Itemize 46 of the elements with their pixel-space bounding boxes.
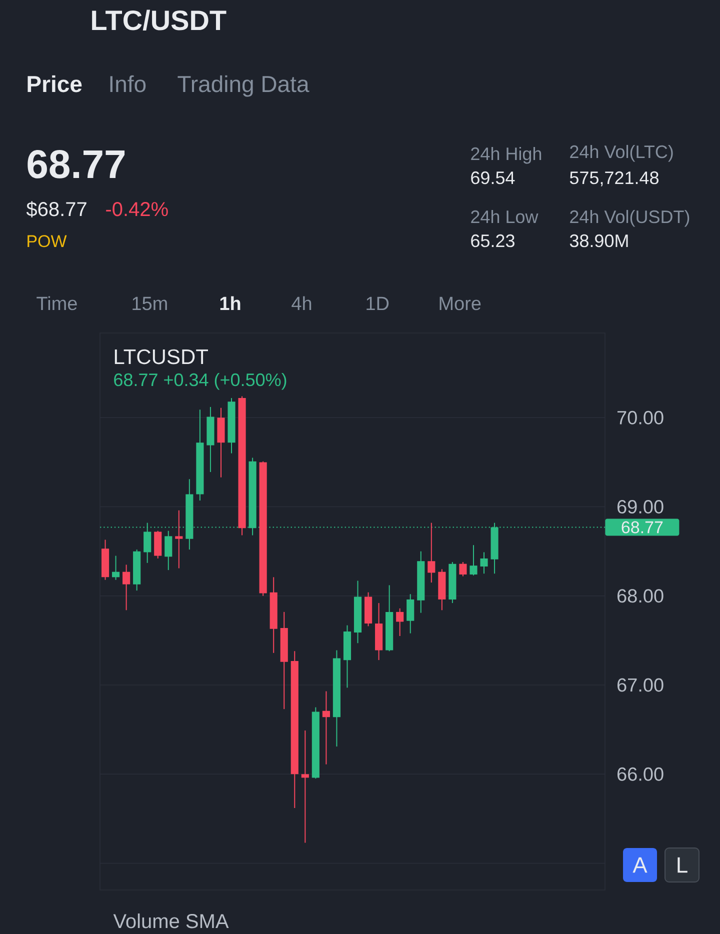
text: LTCUSDT	[114, 349, 208, 364]
text: L	[678, 857, 688, 873]
text: Time	[36, 296, 77, 310]
text: A	[632, 857, 648, 873]
y-tick-label: 68.00	[617, 589, 664, 603]
y-tick-label: 67.00	[617, 678, 664, 692]
text: 4h	[292, 296, 312, 310]
text: -0.42%	[106, 202, 168, 216]
text: 69.54	[471, 171, 515, 184]
candlestick	[470, 544, 478, 576]
text: 24h Vol(LTC)	[570, 144, 673, 162]
text: 68.77 +0.34 (+0.50%)	[114, 372, 286, 390]
text: Volume SMA	[113, 914, 229, 928]
text: POW	[28, 235, 67, 248]
candlestick	[322, 690, 330, 765]
candlestick	[122, 564, 130, 611]
candlestick	[175, 510, 183, 569]
text: 38.90M	[570, 234, 628, 248]
text: 575,721.48	[570, 171, 659, 186]
candlestick	[428, 522, 436, 584]
candlestick	[459, 562, 467, 577]
candlestick	[301, 730, 309, 844]
text: Price	[28, 75, 82, 92]
text: Trading Data	[178, 75, 310, 97]
candlestick	[396, 608, 404, 637]
text: Info	[110, 75, 146, 92]
y-tick-label: 70.00	[617, 410, 664, 424]
text: More	[440, 296, 481, 310]
text: $68.77	[26, 201, 86, 218]
text: 24h Vol(USDT)	[570, 210, 690, 227]
text: 24h High	[471, 146, 542, 164]
text: LTC/USDT	[92, 10, 226, 31]
candlestick	[112, 555, 120, 580]
text: 1h	[220, 296, 240, 310]
candlestick	[406, 594, 414, 634]
text: 68.77	[28, 150, 125, 178]
candlestick	[480, 552, 488, 574]
candlestick	[164, 530, 172, 571]
text: 1D	[366, 296, 389, 310]
y-tick-label: 66.00	[617, 767, 664, 781]
text: 24h Low	[471, 210, 538, 224]
candlestick	[144, 522, 152, 564]
ref-line-label: 68.77	[622, 521, 663, 534]
text: 65.23	[471, 234, 514, 248]
text: 15m	[132, 296, 167, 310]
y-tick-label: 69.00	[617, 500, 664, 514]
